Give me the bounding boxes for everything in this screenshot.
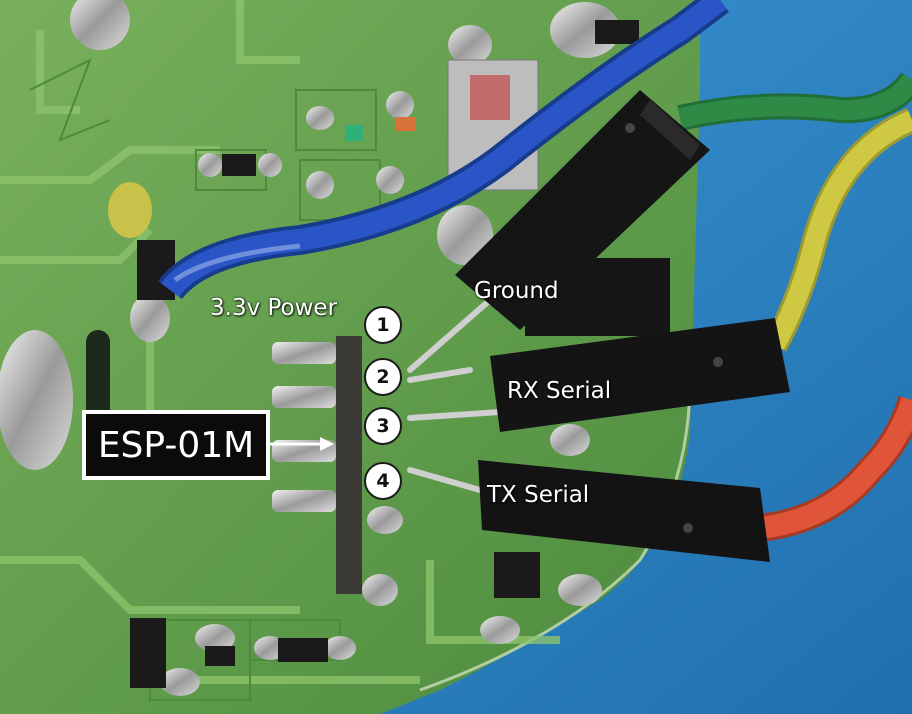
ground-label: Ground	[474, 278, 559, 304]
module-arrow-head	[320, 437, 334, 451]
blue-wire	[161, 0, 727, 298]
smd-components	[130, 20, 639, 688]
pcb-traces	[0, 0, 560, 684]
switch-button	[470, 75, 510, 120]
pin-1-marker: 1	[364, 306, 402, 344]
yellow-wire	[766, 110, 912, 350]
dupont-connectors	[455, 90, 790, 562]
pin-4-marker: 4	[364, 462, 402, 500]
pin-2-marker: 2	[364, 358, 402, 396]
pin-3-marker: 3	[364, 407, 402, 445]
rx-serial-label: RX Serial	[507, 378, 612, 404]
green-wire	[677, 73, 912, 128]
tx-serial-label: TX Serial	[487, 482, 590, 508]
blue-wire-highlight	[173, 243, 301, 283]
red-wire	[758, 396, 912, 539]
board-edge	[419, 379, 692, 692]
jumper-legs	[407, 297, 503, 493]
power-label: 3.3v Power	[210, 295, 338, 321]
esp-module-edge	[336, 336, 362, 594]
esp-01m-label: ESP-01M	[82, 410, 270, 480]
